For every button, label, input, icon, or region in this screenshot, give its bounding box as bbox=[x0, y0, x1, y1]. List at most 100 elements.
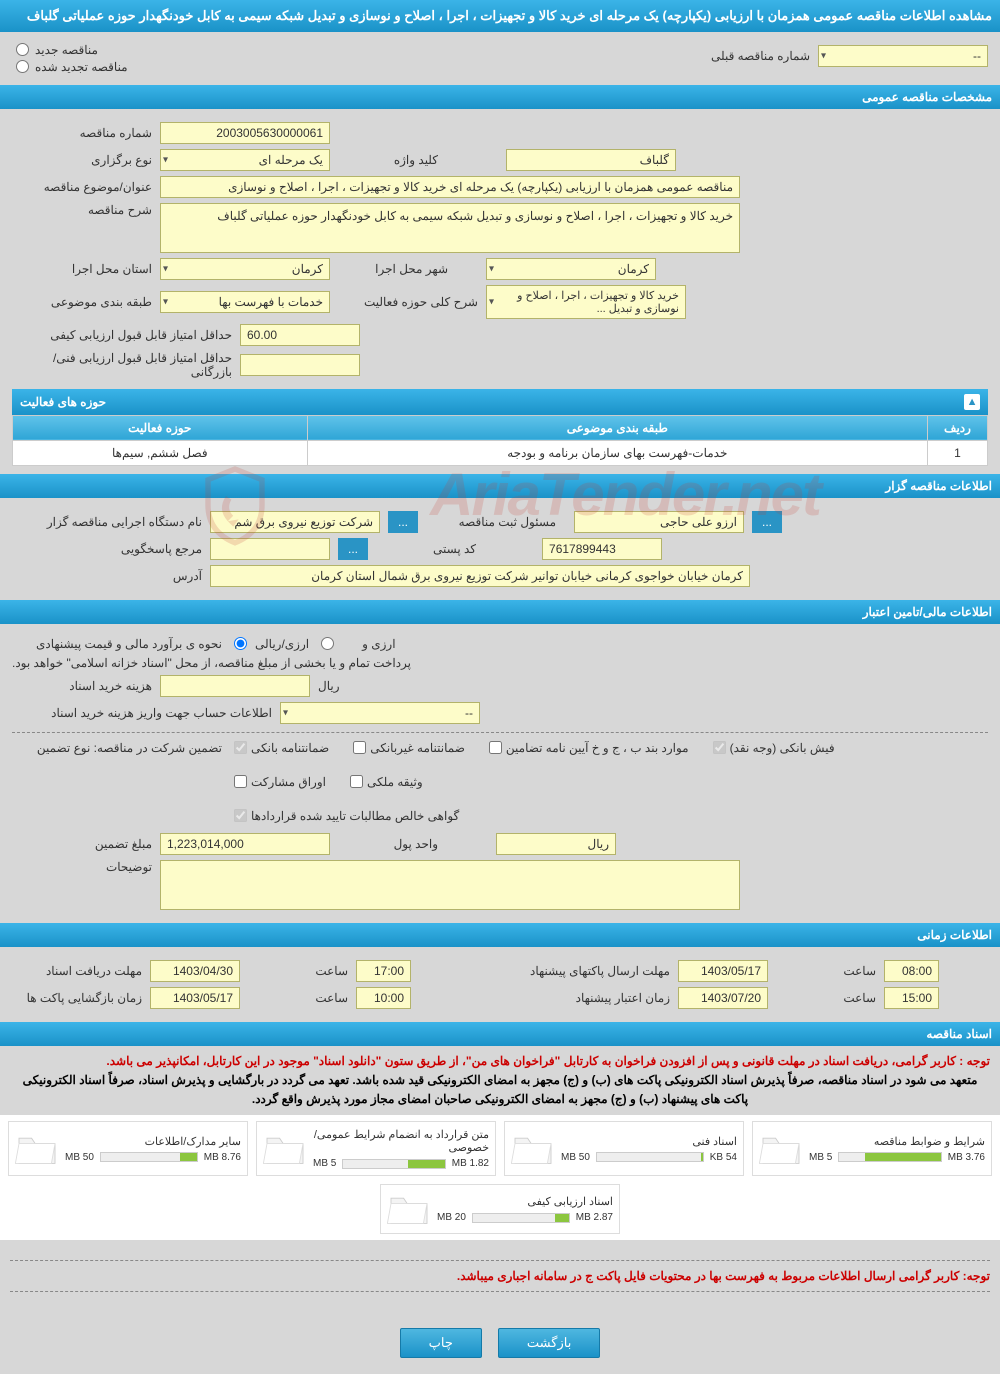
doc-cost-value[interactable] bbox=[160, 675, 310, 697]
deadline-time: 17:00 bbox=[356, 960, 411, 982]
opening-time: 10:00 bbox=[356, 987, 411, 1009]
file-size: 54 KB bbox=[710, 1152, 737, 1163]
guarantee-amount-label: مبلغ تضمین bbox=[12, 837, 152, 851]
keyword-value[interactable]: گلباف bbox=[506, 149, 676, 171]
account-select[interactable]: -- ▾ bbox=[280, 702, 480, 724]
category-select[interactable]: خدمات با فهرست بها ▾ bbox=[160, 291, 330, 313]
org-label: نام دستگاه اجرایی مناقصه گزار bbox=[12, 515, 202, 529]
file-size: 8.76 MB bbox=[204, 1152, 241, 1163]
opening-date: 1403/05/17 bbox=[150, 987, 240, 1009]
city-select[interactable]: کرمان ▾ bbox=[486, 258, 656, 280]
prev-number-label: شماره مناقصه قبلی bbox=[710, 49, 810, 63]
progress-bar bbox=[100, 1152, 198, 1162]
province-select[interactable]: کرمان ▾ bbox=[160, 258, 330, 280]
section-holder-title: اطلاعات مناقصه گزار bbox=[0, 474, 1000, 498]
desc-value[interactable]: خرید کالا و تجهیزات ، اجرا ، اصلاح و نوس… bbox=[160, 203, 740, 253]
number-value: 2003005630000061 bbox=[160, 122, 330, 144]
currency-label: واحد پول bbox=[338, 837, 438, 851]
docs-block: توجه : کاربر گرامی، دریافت اسناد در مهلت… bbox=[0, 1046, 1000, 1116]
min-tech-value[interactable] bbox=[240, 354, 360, 376]
account-value: -- bbox=[465, 706, 473, 720]
address-value: کرمان خیابان خواجوی کرمانی خیابان توانیر… bbox=[210, 565, 750, 587]
category-label: طبقه بندی موضوعی bbox=[12, 295, 152, 309]
type-select[interactable]: یک مرحله ای ▾ bbox=[160, 149, 330, 171]
file-size: 1.82 MB bbox=[452, 1158, 489, 1169]
back-button[interactable]: بازگشت bbox=[498, 1328, 600, 1358]
financial-note1: پرداخت تمام و یا بخشی از مبلغ مناقصه، از… bbox=[12, 656, 411, 670]
chevron-down-icon: ▾ bbox=[489, 296, 494, 307]
file-title: اسناد ارزیابی کیفی bbox=[437, 1195, 613, 1208]
remarks-value[interactable] bbox=[160, 860, 740, 910]
collapse-icon[interactable]: ▲ bbox=[964, 394, 980, 410]
doc-cost-unit: ریال bbox=[318, 679, 340, 693]
footer-warning-block: توجه: کاربر گرامی ارسال اطلاعات مربوط به… bbox=[0, 1240, 1000, 1312]
chk-claims-label: گواهی خالص مطالبات تایید شده قراردادها bbox=[251, 809, 459, 823]
chk-property[interactable] bbox=[350, 775, 363, 788]
estimate-label: نحوه ی برآورد مالی و قیمت پیشنهادی bbox=[12, 637, 222, 651]
type-label: نوع برگزاری bbox=[12, 153, 152, 167]
file-card[interactable]: اسناد ارزیابی کیفی20 MB2.87 MB bbox=[380, 1184, 620, 1234]
activity-scope-select[interactable]: خرید کالا و تجهیزات ، اجرا ، اصلاح و نوس… bbox=[486, 285, 686, 319]
org-value: شرکت توزیع نیروی برق شم bbox=[210, 511, 380, 533]
guarantee-amount-value: 1,223,014,000 bbox=[160, 833, 330, 855]
min-quality-value[interactable]: 60.00 bbox=[240, 324, 360, 346]
chk-nonbank-label: ضمانتنامه غیربانکی bbox=[370, 741, 465, 755]
chk-nonbank[interactable] bbox=[353, 741, 366, 754]
file-card[interactable]: سایر مدارک/اطلاعات50 MB8.76 MB bbox=[8, 1121, 248, 1176]
file-card[interactable]: متن قرارداد به انضمام شرایط عمومی/خصوصی5… bbox=[256, 1121, 496, 1176]
divider bbox=[12, 732, 988, 733]
file-card[interactable]: شرایط و ضوابط مناقصه5 MB3.76 MB bbox=[752, 1121, 992, 1176]
time-label-1: ساعت bbox=[248, 964, 348, 978]
deadline-label: مهلت دریافت اسناد bbox=[12, 964, 142, 978]
file-card[interactable]: اسناد فنی50 MB54 KB bbox=[504, 1121, 744, 1176]
chk-claims[interactable] bbox=[234, 809, 247, 822]
chk-bond[interactable] bbox=[489, 741, 502, 754]
org-lookup-button[interactable]: ... bbox=[388, 511, 418, 533]
chk-cash-label: فیش بانکی (وجه نقد) bbox=[730, 741, 835, 755]
registrar-value: ارزو علی حاجی bbox=[574, 511, 744, 533]
progress-bar bbox=[838, 1152, 941, 1162]
estimate-opt1: ارزی/ریالی bbox=[255, 637, 309, 651]
file-size: 3.76 MB bbox=[948, 1152, 985, 1163]
radio-renewed[interactable] bbox=[16, 60, 29, 73]
print-button[interactable]: چاپ bbox=[400, 1328, 482, 1358]
table-row: 1 خدمات-فهرست بهای سازمان برنامه و بودجه… bbox=[13, 440, 988, 465]
chk-cash[interactable] bbox=[713, 741, 726, 754]
chk-bank[interactable] bbox=[234, 741, 247, 754]
chk-bond-label: موارد بند ب ، ج و خ آیین نامه تضامین bbox=[506, 741, 689, 755]
registrar-label: مسئول ثبت مناقصه bbox=[426, 515, 556, 529]
chevron-down-icon: ▾ bbox=[489, 263, 494, 274]
type-value: یک مرحله ای bbox=[259, 153, 323, 167]
divider bbox=[10, 1260, 990, 1261]
docs-note-bold: متعهد می شود در اسناد مناقصه، صرفاً پذیر… bbox=[10, 1071, 990, 1109]
province-label: استان محل اجرا bbox=[12, 262, 152, 276]
radio-rial[interactable] bbox=[234, 637, 247, 650]
send-label: مهلت ارسال پاکتهای پیشنهاد bbox=[510, 964, 670, 978]
response-lookup-button[interactable]: ... bbox=[338, 538, 368, 560]
file-max: 50 MB bbox=[561, 1152, 590, 1163]
radio-arz[interactable] bbox=[321, 637, 334, 650]
radio-new[interactable] bbox=[16, 43, 29, 56]
doc-cost-label: هزینه خرید اسناد bbox=[12, 679, 152, 693]
desc-label: شرح مناقصه bbox=[12, 203, 152, 217]
time-label-4: ساعت bbox=[776, 991, 876, 1005]
chk-shares[interactable] bbox=[234, 775, 247, 788]
chevron-down-icon: ▾ bbox=[283, 707, 288, 718]
registrar-lookup-button[interactable]: ... bbox=[752, 511, 782, 533]
estimate-opt2: ارزی و bbox=[362, 637, 395, 651]
col-row: ردیف bbox=[928, 415, 988, 440]
file-max: 5 MB bbox=[313, 1158, 336, 1169]
col-category: طبقه بندی موضوعی bbox=[307, 415, 927, 440]
cell-scope: فصل ششم, سیم‌ها bbox=[13, 440, 308, 465]
time-block: مهلت دریافت اسناد 1403/04/30 ساعت 17:00 … bbox=[0, 947, 1000, 1022]
guarantee-type-label: تضمین شرکت در مناقصه: نوع تضمین bbox=[12, 741, 222, 755]
currency-value: ریال bbox=[496, 833, 616, 855]
chk-shares-label: اوراق مشارکت bbox=[251, 775, 326, 789]
deadline-date: 1403/04/30 bbox=[150, 960, 240, 982]
prev-number-select[interactable]: -- ▾ bbox=[818, 45, 988, 67]
time-label-3: ساعت bbox=[776, 964, 876, 978]
subject-value[interactable]: مناقصه عمومی همزمان با ارزیابی (یکپارچه)… bbox=[160, 176, 740, 198]
cell-n: 1 bbox=[928, 440, 988, 465]
province-value: کرمان bbox=[292, 262, 323, 276]
address-label: آدرس bbox=[12, 569, 202, 583]
